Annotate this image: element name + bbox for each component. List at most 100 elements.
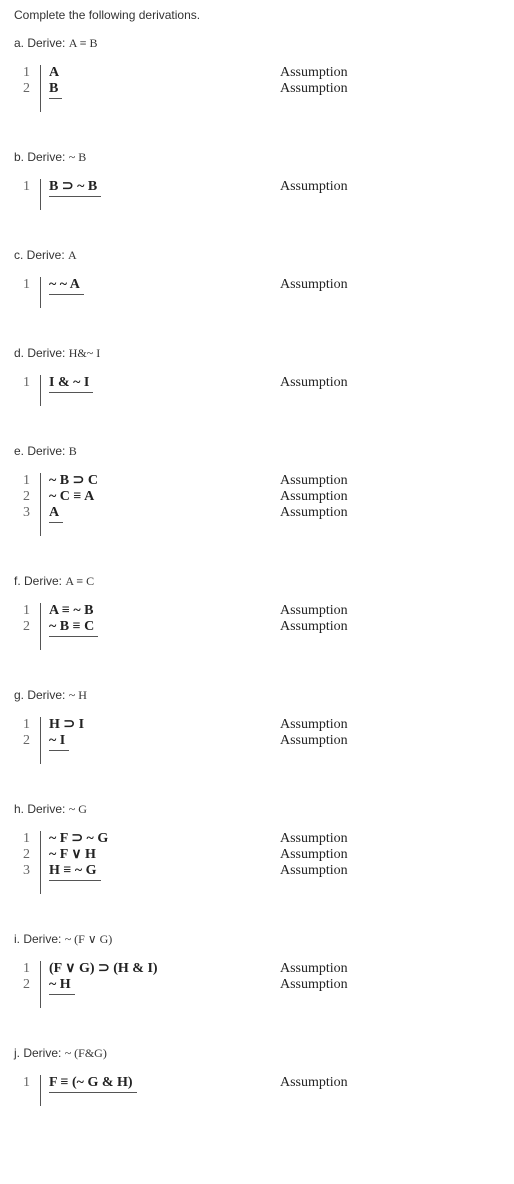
- scope-tail: [49, 1091, 280, 1105]
- justification-cell: Assumption: [280, 179, 348, 195]
- scope-line: (F ∨ G) ⊃ (H & I)~ H: [40, 961, 280, 1008]
- page: Complete the following derivations. a. D…: [0, 0, 514, 1184]
- derive-prompt: g. Derive: ~ H: [14, 688, 500, 703]
- formula-cell: ~ F ⊃ ~ G: [49, 831, 280, 847]
- line-number: 1: [14, 179, 30, 195]
- line-number: 2: [14, 977, 30, 993]
- line-number: 1: [14, 603, 30, 619]
- justification-cell: Assumption: [280, 977, 348, 993]
- premise-underline: B ⊃ ~ B: [49, 179, 101, 197]
- line-number-column: 1: [14, 277, 30, 308]
- justification-cell: Assumption: [280, 277, 348, 293]
- formula-column: B ⊃ ~ B: [30, 179, 280, 210]
- line-number: 2: [14, 847, 30, 863]
- formula-cell: ~ B ⊃ C: [49, 473, 280, 489]
- line-number: 2: [14, 81, 30, 97]
- formula-column: F ≡ (~ G & H): [30, 1075, 280, 1106]
- premise-underline: F ≡ (~ G & H): [49, 1075, 137, 1093]
- prompt-goal: H&~ I: [69, 346, 101, 360]
- formula-cell: ~ B ≡ C: [49, 619, 280, 635]
- premise-underline: ~ B ≡ C: [49, 619, 98, 637]
- scope-line: AB: [40, 65, 280, 112]
- prompt-label: c. Derive:: [14, 248, 65, 262]
- scope-line: I & ~ I: [40, 375, 280, 406]
- justification-column: Assumption: [280, 277, 348, 308]
- scope-tail: [49, 521, 280, 535]
- prompt-label: a. Derive:: [14, 36, 65, 50]
- formula-column: ~ F ⊃ ~ G~ F ∨ HH ≡ ~ G: [30, 831, 280, 894]
- justification-cell: Assumption: [280, 847, 348, 863]
- formula-cell: B: [49, 81, 280, 97]
- prompt-goal: ~ (F&G): [65, 1046, 107, 1060]
- formula-cell: ~ H: [49, 977, 280, 993]
- prompt-goal: A ≡ C: [65, 574, 94, 588]
- derive-prompt: b. Derive: ~ B: [14, 150, 500, 165]
- derivation-table: 12(F ∨ G) ⊃ (H & I)~ HAssumptionAssumpti…: [14, 961, 348, 1008]
- derivation-table: 1 F ≡ (~ G & H) Assumption: [14, 1075, 348, 1106]
- formula-cell: ~ C ≡ A: [49, 489, 280, 505]
- justification-cell: Assumption: [280, 65, 348, 81]
- justification-cell: Assumption: [280, 619, 348, 635]
- prompt-label: j. Derive:: [14, 1046, 61, 1060]
- formula-cell: A: [49, 505, 280, 521]
- line-number: 2: [14, 489, 30, 505]
- derivation-table: 12A ≡ ~ B~ B ≡ CAssumptionAssumption: [14, 603, 348, 650]
- line-number: 1: [14, 375, 30, 391]
- derive-prompt: i. Derive: ~ (F ∨ G): [14, 932, 500, 947]
- problem: h. Derive: ~ G123~ F ⊃ ~ G~ F ∨ HH ≡ ~ G…: [14, 802, 500, 894]
- justification-column: Assumption: [280, 1075, 348, 1106]
- scope-tail: [49, 97, 280, 111]
- line-number-column: 123: [14, 831, 30, 894]
- formula-column: A ≡ ~ B~ B ≡ C: [30, 603, 280, 650]
- premise-underline: A: [49, 505, 63, 523]
- derive-prompt: f. Derive: A ≡ C: [14, 574, 500, 589]
- justification-column: AssumptionAssumptionAssumption: [280, 473, 348, 536]
- line-number-column: 1: [14, 375, 30, 406]
- formula-cell: F ≡ (~ G & H): [49, 1075, 280, 1091]
- derivation-table: 123~ F ⊃ ~ G~ F ∨ HH ≡ ~ GAssumptionAssu…: [14, 831, 348, 894]
- justification-cell: Assumption: [280, 717, 348, 733]
- derivation-table: 123~ B ⊃ C~ C ≡ AAAssumptionAssumptionAs…: [14, 473, 348, 536]
- formula-cell: I & ~ I: [49, 375, 280, 391]
- prompt-goal: ~ (F ∨ G): [65, 932, 113, 946]
- justification-column: Assumption: [280, 179, 348, 210]
- line-number: 3: [14, 505, 30, 521]
- premise-underline: ~ H: [49, 977, 75, 995]
- line-number-column: 1: [14, 1075, 30, 1106]
- formula-cell: B ⊃ ~ B: [49, 179, 280, 195]
- justification-cell: Assumption: [280, 81, 348, 97]
- derivation-table: 1 B ⊃ ~ B Assumption: [14, 179, 348, 210]
- scope-line: F ≡ (~ G & H): [40, 1075, 280, 1106]
- problem: j. Derive: ~ (F&G) 1 F ≡ (~ G & H) Assumpti…: [14, 1046, 500, 1106]
- justification-cell: Assumption: [280, 863, 348, 879]
- line-number: 2: [14, 733, 30, 749]
- problem: b. Derive: ~ B 1 B ⊃ ~ B Assumption: [14, 150, 500, 210]
- derive-prompt: e. Derive: B: [14, 444, 500, 459]
- derivation-table: 1 I & ~ IAssumption: [14, 375, 348, 406]
- formula-cell: H ≡ ~ G: [49, 863, 280, 879]
- scope-tail: [49, 749, 280, 763]
- derive-prompt: a. Derive: A ≡ B: [14, 36, 500, 51]
- derive-prompt: h. Derive: ~ G: [14, 802, 500, 817]
- problem: e. Derive: B123~ B ⊃ C~ C ≡ AAAssumption…: [14, 444, 500, 536]
- scope-tail: [49, 635, 280, 649]
- scope-line: A ≡ ~ B~ B ≡ C: [40, 603, 280, 650]
- formula-column: H ⊃ I~ I: [30, 717, 280, 764]
- formula-cell: ~ F ∨ H: [49, 847, 280, 863]
- formula-cell: (F ∨ G) ⊃ (H & I): [49, 961, 280, 977]
- justification-cell: Assumption: [280, 603, 348, 619]
- premise-underline: B: [49, 81, 62, 99]
- problem: c. Derive: A1~ ~ AAssumption: [14, 248, 500, 308]
- formula-cell: A: [49, 65, 280, 81]
- prompt-goal: ~ B: [69, 150, 87, 164]
- justification-cell: Assumption: [280, 1075, 348, 1091]
- justification-column: Assumption: [280, 375, 348, 406]
- prompt-label: i. Derive:: [14, 932, 61, 946]
- formula-cell: H ⊃ I: [49, 717, 280, 733]
- scope-line: B ⊃ ~ B: [40, 179, 280, 210]
- line-number: 3: [14, 863, 30, 879]
- formula-cell: ~ I: [49, 733, 280, 749]
- prompt-label: h. Derive:: [14, 802, 65, 816]
- problem: d. Derive: H&~ I1I & ~ IAssumption: [14, 346, 500, 406]
- derivation-table: 1~ ~ AAssumption: [14, 277, 348, 308]
